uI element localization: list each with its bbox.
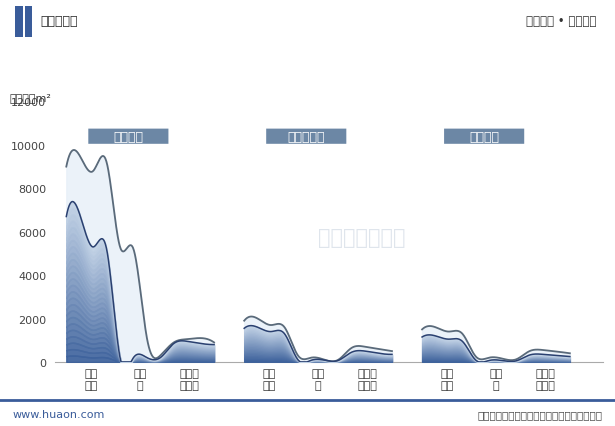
Text: 办公
楼: 办公 楼 bbox=[311, 368, 325, 390]
FancyBboxPatch shape bbox=[266, 130, 346, 144]
Text: 单位：万m²: 单位：万m² bbox=[10, 93, 52, 103]
Text: 办公
楼: 办公 楼 bbox=[133, 368, 147, 390]
Text: 竣工面积: 竣工面积 bbox=[469, 130, 499, 144]
Text: 办公
楼: 办公 楼 bbox=[490, 368, 502, 390]
Bar bbox=[25, 7, 32, 38]
Text: 专业严谨 • 客观科学: 专业严谨 • 客观科学 bbox=[526, 15, 597, 28]
Text: 新开工面积: 新开工面积 bbox=[287, 130, 325, 144]
FancyBboxPatch shape bbox=[89, 130, 169, 144]
Text: 商品
住宅: 商品 住宅 bbox=[84, 368, 98, 390]
Text: 数据来源：国家统计局、华经产业研究院整理: 数据来源：国家统计局、华经产业研究院整理 bbox=[478, 409, 603, 419]
Text: 商业营
业用房: 商业营 业用房 bbox=[535, 368, 555, 390]
Text: 2016-2024年1-7月海南省房地产施工面积情况: 2016-2024年1-7月海南省房地产施工面积情况 bbox=[156, 60, 459, 79]
Text: 商业营
业用房: 商业营 业用房 bbox=[357, 368, 377, 390]
Text: 商品
住宅: 商品 住宅 bbox=[262, 368, 276, 390]
Text: 华经产业研究院: 华经产业研究院 bbox=[318, 227, 406, 248]
Text: 华经情报网: 华经情报网 bbox=[40, 15, 77, 28]
Text: 商业营
业用房: 商业营 业用房 bbox=[180, 368, 199, 390]
FancyBboxPatch shape bbox=[444, 130, 524, 144]
Bar bbox=[15, 7, 23, 38]
Text: 施工面积: 施工面积 bbox=[113, 130, 143, 144]
Text: www.huaon.com: www.huaon.com bbox=[12, 409, 105, 419]
Text: 商品
住宅: 商品 住宅 bbox=[440, 368, 453, 390]
